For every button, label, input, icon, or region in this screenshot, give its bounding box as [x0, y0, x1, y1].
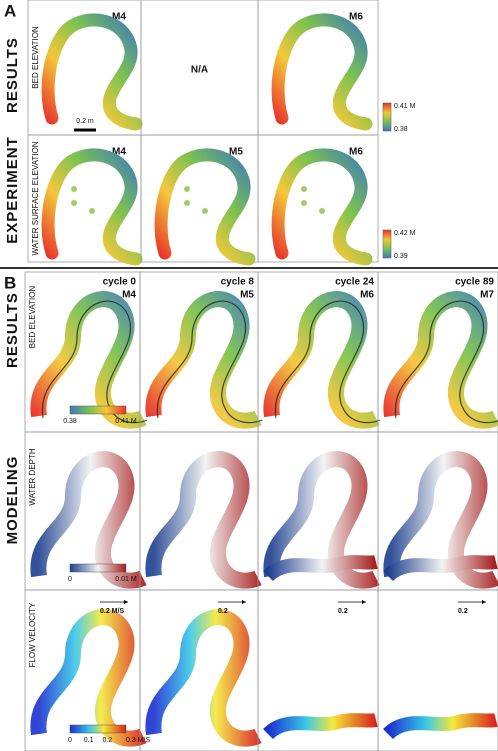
colorbar	[69, 405, 127, 415]
scale-bar-label: 0.2 m	[76, 118, 94, 125]
row-label: WATER SURFACE ELEVATION	[31, 141, 40, 255]
colorbar-label: 0.41 M	[115, 418, 137, 425]
colorbar-label: 0.41 M	[394, 103, 416, 110]
channel	[154, 148, 256, 266]
channel-image	[271, 13, 373, 131]
channel	[145, 451, 262, 589]
channel	[145, 291, 262, 429]
island	[71, 186, 77, 192]
cycle-label: cycle 8	[221, 277, 255, 288]
row-label: BED ELEVATION	[28, 286, 37, 349]
island	[202, 208, 208, 214]
cycle-label: cycle 0	[103, 277, 137, 288]
channel	[383, 291, 498, 429]
model-label: M4	[112, 147, 126, 158]
island	[89, 208, 95, 214]
colorbar-label: 0	[68, 576, 72, 583]
colorbar-label: 0.01 M	[115, 576, 137, 583]
channel	[263, 555, 378, 582]
channel	[383, 713, 498, 740]
channel	[383, 555, 498, 582]
cycle-label: cycle 24	[335, 277, 374, 288]
model-label: M6	[360, 290, 374, 301]
channel-image	[383, 713, 498, 740]
velocity-label: 0.2	[458, 608, 468, 615]
channel	[41, 148, 143, 266]
velocity-arrowhead	[242, 600, 246, 604]
channel-image	[383, 291, 498, 429]
channel-image	[263, 291, 381, 429]
channel	[263, 713, 378, 740]
colorbar	[382, 102, 392, 132]
group-label: RESULTS	[4, 292, 21, 368]
group-label: MODELING	[4, 456, 21, 545]
model-label: M5	[240, 290, 254, 301]
colorbar-label: 0.38	[63, 418, 77, 425]
model-label: M6	[349, 12, 363, 23]
panel-label: A	[4, 1, 16, 20]
group-label: RESULTS	[4, 37, 21, 113]
colorbar	[382, 229, 392, 259]
row-label: WATER DEPTH	[28, 448, 37, 506]
velocity-arrowhead	[482, 600, 486, 604]
channel	[41, 13, 143, 131]
row-label: BED ELEVATION	[31, 26, 40, 89]
velocity-label: 0.2 M/S	[100, 608, 124, 615]
colorbar	[69, 724, 127, 734]
island	[301, 186, 307, 192]
channel	[263, 291, 380, 429]
channel-image	[145, 291, 263, 429]
cell-border	[377, 589, 498, 751]
channel-image	[263, 713, 378, 740]
cycle-label: cycle 89	[455, 277, 494, 288]
colorbar-label: 0.2	[102, 737, 112, 744]
colorbar-label: 0.38	[394, 126, 408, 133]
panel-label: B	[4, 273, 16, 292]
island	[71, 200, 77, 206]
channel-image	[145, 609, 262, 747]
velocity-label: 0.2	[218, 608, 228, 615]
channel-image	[41, 148, 143, 266]
colorbar-label: 0.42 M	[394, 230, 416, 237]
colorbar-label: 0.3 M/S	[126, 737, 150, 744]
bank	[274, 300, 381, 424]
island	[301, 200, 307, 206]
colorbar-label: 0	[68, 737, 72, 744]
cell-border	[257, 134, 379, 263]
model-label: M7	[480, 290, 494, 301]
not-available: N/A	[191, 65, 208, 76]
row-label: FLOW VELOCITY	[28, 602, 37, 668]
velocity-arrowhead	[362, 600, 366, 604]
model-label: M4	[112, 12, 126, 23]
channel	[145, 609, 262, 747]
bank	[394, 300, 498, 424]
channel-image	[154, 148, 256, 266]
channel-image	[271, 148, 373, 266]
channel	[271, 13, 373, 131]
island	[184, 186, 190, 192]
colorbar-label: 0.1	[84, 737, 94, 744]
colorbar	[69, 563, 127, 573]
island	[319, 208, 325, 214]
channel-image	[41, 13, 143, 131]
model-label: M5	[229, 147, 243, 158]
bank	[156, 300, 263, 424]
group-label: EXPERIMENT	[4, 136, 21, 244]
model-label: M6	[349, 147, 363, 158]
channel-image	[145, 451, 262, 589]
channel	[271, 148, 373, 266]
colorbar-label: 0.39	[394, 253, 408, 260]
velocity-arrowhead	[124, 600, 128, 604]
island	[184, 200, 190, 206]
channel-image	[263, 451, 380, 589]
velocity-label: 0.2	[338, 608, 348, 615]
channel-image	[383, 451, 498, 589]
model-label: M4	[122, 290, 136, 301]
